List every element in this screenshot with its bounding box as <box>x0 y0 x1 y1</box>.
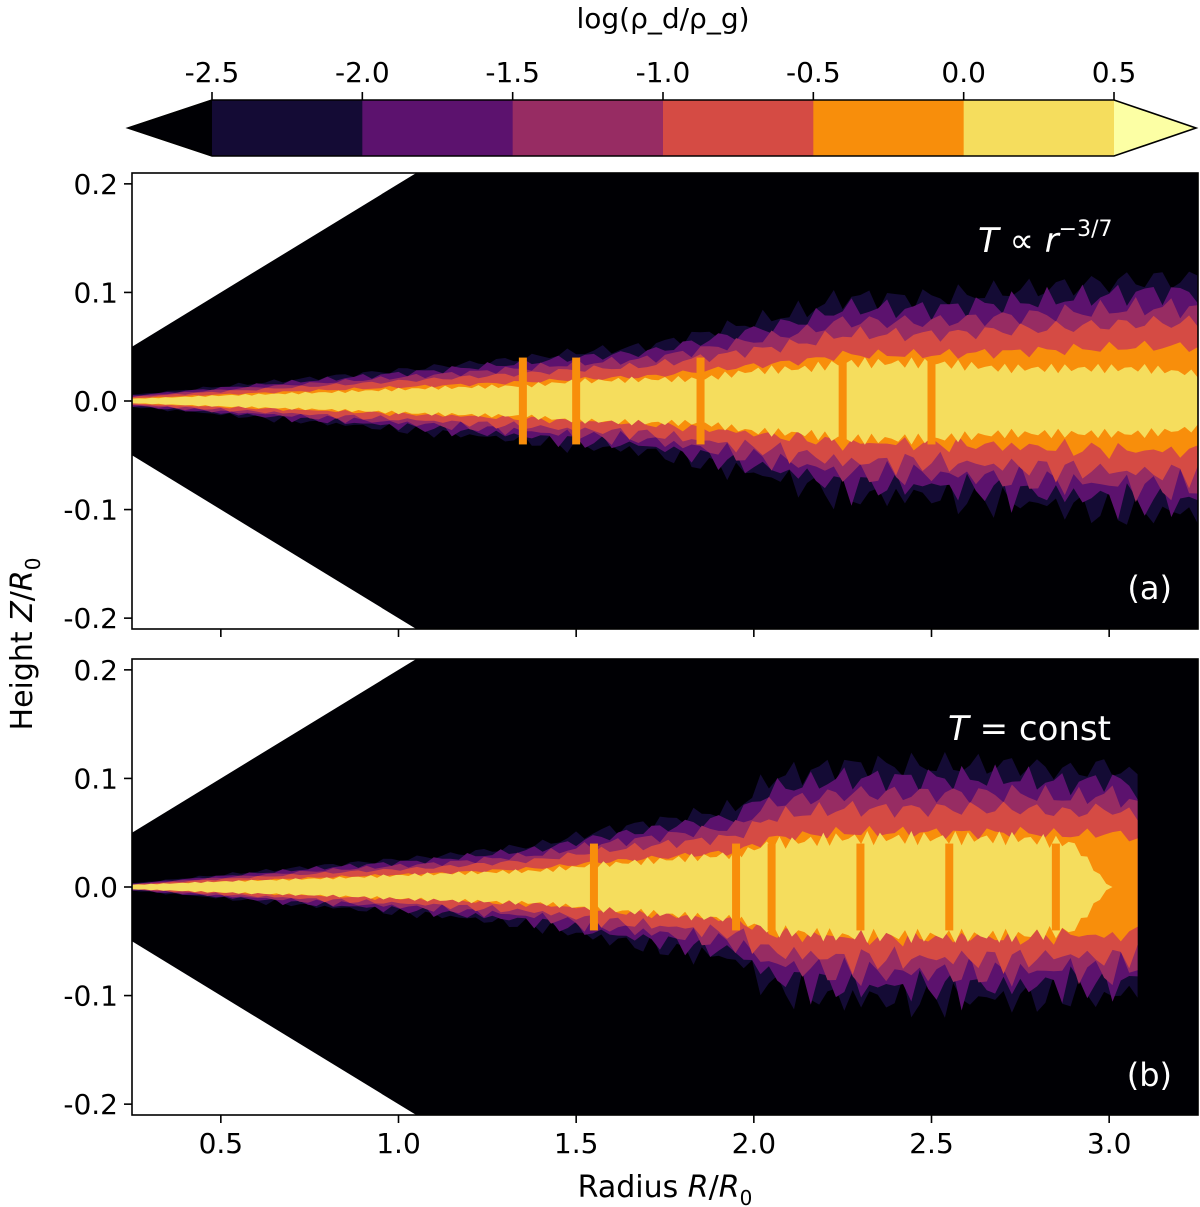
colorbar-tick-label: 0.5 <box>1092 56 1137 89</box>
y-tick-label: 0.0 <box>73 385 118 418</box>
colorbar-label: log(ρ_d/ρ_g) <box>576 2 749 35</box>
annotation-b: T = const <box>948 709 1111 749</box>
y-tick-label: -0.2 <box>63 1088 118 1121</box>
heatmap-a <box>132 173 1198 629</box>
zone-break <box>732 843 741 931</box>
zone-break <box>945 843 954 931</box>
x-tick-label: 1.0 <box>376 1127 421 1160</box>
zone-break <box>572 357 581 445</box>
x-axis-label: Radius R/R0 <box>578 1170 753 1207</box>
colorbar-extend-over <box>1114 100 1196 156</box>
colorbar: log(ρ_d/ρ_g) -2.5 -2.0 -1.5 -1.0 -0.5 0.0 0.5 <box>125 2 1199 157</box>
zone-break <box>838 357 847 445</box>
colorbar-segment <box>963 100 1115 156</box>
x-tick-label: 0.5 <box>199 1127 244 1160</box>
colorbar-segment <box>212 100 363 156</box>
zone-break <box>856 843 865 931</box>
colorbar-segment <box>362 100 514 156</box>
panel-label-b: (b) <box>1127 1056 1172 1094</box>
colorbar-segment <box>663 100 814 156</box>
zone-break <box>927 357 936 445</box>
panel-b: T = const (b) -0.2 -0.1 0.0 0.1 0.2 0.5 1.0 1.5… <box>63 654 1199 1160</box>
colorbar-body <box>125 99 1199 157</box>
heatmap-b <box>132 659 1198 1115</box>
colorbar-tick-label: -1.0 <box>636 56 691 89</box>
panel-label-a: (a) <box>1127 569 1172 607</box>
zone-break <box>518 357 527 445</box>
zone-break <box>696 357 705 445</box>
x-tick-label: 3.0 <box>1087 1127 1132 1160</box>
y-axis-label: Height Z/R0 <box>5 558 45 731</box>
y-tick-label: 0.1 <box>73 276 118 309</box>
colorbar-segment <box>512 100 664 156</box>
ticks-a: -0.2 -0.1 0.0 0.1 0.2 <box>63 168 1110 637</box>
y-tick-label: -0.1 <box>63 980 118 1013</box>
colorbar-tick-label: -2.0 <box>335 56 390 89</box>
y-tick-label: 0.0 <box>73 871 118 904</box>
y-tick-label: -0.2 <box>63 602 118 635</box>
x-tick-label: 2.0 <box>732 1127 777 1160</box>
colorbar-tick-label: -0.5 <box>786 56 841 89</box>
colorbar-segment <box>813 100 965 156</box>
y-tick-label: 0.1 <box>73 762 118 795</box>
zone-break <box>767 843 776 931</box>
colorbar-extend-under <box>128 100 212 156</box>
zone-break <box>1051 843 1060 931</box>
x-tick-label: 2.5 <box>909 1127 954 1160</box>
colorbar-tick-label: -2.5 <box>185 56 240 89</box>
zone-break <box>589 843 598 931</box>
y-tick-label: -0.1 <box>63 494 118 527</box>
x-tick-label: 1.5 <box>554 1127 599 1160</box>
colorbar-outline <box>125 99 1199 157</box>
colorbar-tick-label: 0.0 <box>941 56 986 89</box>
y-tick-label: 0.2 <box>73 654 118 687</box>
density-core <box>132 830 1138 944</box>
y-tick-label: 0.2 <box>73 168 118 201</box>
ticks-b: -0.2 -0.1 0.0 0.1 0.2 0.5 1.0 1.5 2.0 2.5 3.0 <box>63 654 1131 1160</box>
colorbar-tick-label: -1.5 <box>485 56 540 89</box>
panel-a: T ∝ r−3/7 (a) -0.2-0.10.00.10.2 <box>63 168 1199 637</box>
colorbar-tick-labels: -2.5 -2.0 -1.5 -1.0 -0.5 0.0 0.5 <box>185 56 1137 100</box>
